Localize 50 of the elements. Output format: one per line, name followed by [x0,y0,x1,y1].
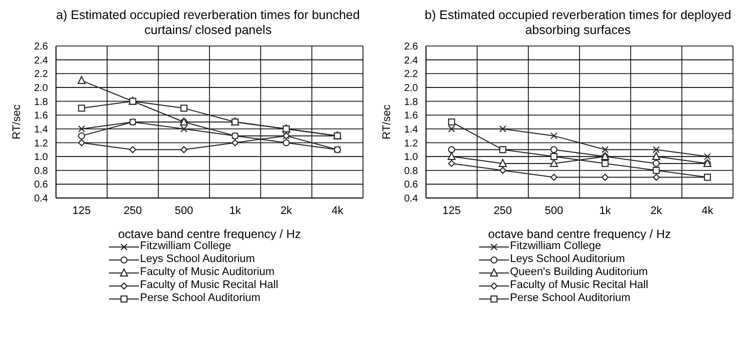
y-tick-label: 0.6 [404,180,418,191]
y-tick-label: 0.4 [404,194,418,205]
y-tick-label: 1.4 [404,124,418,136]
y-tick-label: 0.8 [34,166,48,177]
legend-label: Faculty of Music Recital Hall [140,279,278,292]
y-tick-label: 2.2 [404,69,418,80]
x-tick-label: 2k [650,204,663,217]
y-tick-label: 1.0 [404,152,418,164]
x-tick-label: 500 [174,204,194,217]
x-tick-label: 4k [702,204,714,217]
y-tick-label: 2.0 [34,83,48,94]
y-tick-label: 2.4 [34,55,48,66]
legend-label: Faculty of Music Recital Hall [510,279,648,292]
chart-title: b) Estimated occupied reverberation times for deployed absorbing surfaces [424,8,732,39]
x-tick-label: 250 [494,204,512,217]
x-tick-label: 125 [442,204,461,217]
legend-label: Fitzwilliam College [510,240,602,253]
y-tick-label: 1.6 [34,110,48,122]
legend-label: Fitzwilliam College [140,240,232,253]
x-tick-label: 125 [72,204,91,217]
y-axis-title: RT/sec [380,104,393,140]
y-tick-label: 0.6 [34,180,48,191]
y-tick-label: 1.6 [404,110,418,122]
y-axis-title: RT/sec [10,104,23,140]
y-tick-label: 1.8 [404,96,418,108]
x-tick-label: 4k [332,204,344,217]
y-tick-label: 2.0 [404,83,418,94]
y-tick-label: 1.2 [404,138,418,150]
x-tick-label: 1k [599,204,612,217]
legend-label: Queen's Building Auditorium [510,266,648,279]
x-tick-label: 1k [229,204,242,217]
y-tick-label: 2.6 [404,42,418,53]
legend-label: Leys School Auditorium [140,253,255,266]
y-tick-label: 2.4 [404,55,418,66]
y-tick-label: 1.8 [34,96,48,108]
legend-label: Faculty of Music Auditorium [140,266,274,279]
legend-label: Perse School Auditorium [510,292,630,305]
y-tick-label: 0.8 [404,166,418,177]
legend-label: Leys School Auditorium [510,253,625,266]
y-tick-label: 2.6 [34,42,48,53]
legend-label: Perse School Auditorium [140,292,260,305]
x-tick-label: 2k [280,204,293,217]
x-tick-label: 500 [544,204,564,217]
y-tick-label: 0.4 [34,194,48,205]
chart-title: a) Estimated occupied reverberation times for bunched curtains/ closed panels [55,8,361,39]
x-tick-label: 250 [124,204,142,217]
y-tick-label: 1.2 [34,138,48,150]
y-tick-label: 1.4 [34,124,48,136]
y-tick-label: 1.0 [34,152,48,164]
y-tick-label: 2.2 [34,69,48,80]
